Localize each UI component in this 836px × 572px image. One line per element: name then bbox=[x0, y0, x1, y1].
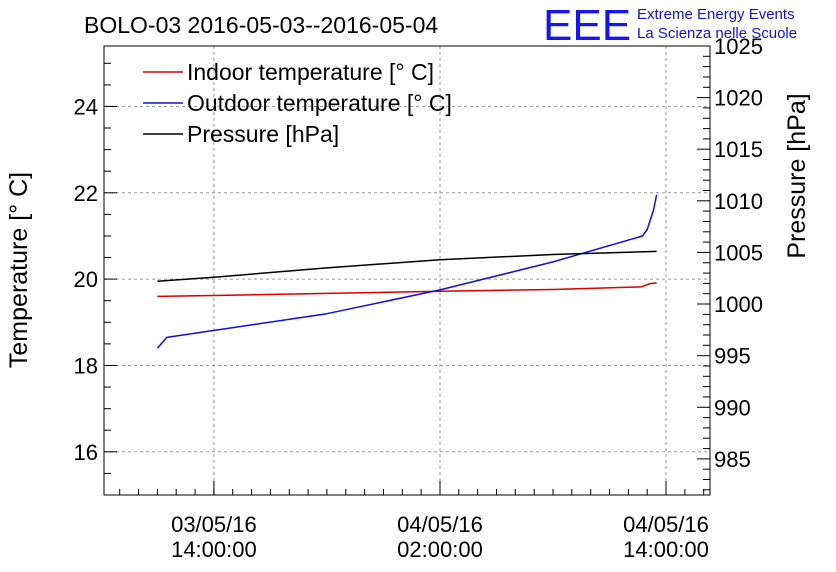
axes: 16 18 20 22 24 985 990 995 1000 1005 1010 1015 1020 1… bbox=[74, 34, 763, 562]
y-axis-left-title: Temperature [° C] bbox=[5, 172, 33, 368]
eee-logo: EEE Extreme Energy Events La Scienza nel… bbox=[543, 1, 797, 50]
y-left-tick-label: 24 bbox=[74, 94, 98, 119]
legend-label-indoor: Indoor temperature [° C] bbox=[187, 59, 434, 85]
y-right-tick-label: 1020 bbox=[714, 86, 763, 111]
grid bbox=[104, 46, 710, 495]
y-right-tick-label: 1005 bbox=[714, 240, 763, 265]
y-left-tick-label: 18 bbox=[74, 354, 98, 379]
y-right-tick-label: 1000 bbox=[714, 292, 763, 317]
y-right-tick-label: 985 bbox=[714, 447, 751, 472]
series-line-pressure bbox=[157, 250, 657, 283]
series-line-outdoor-temperature bbox=[156, 194, 658, 349]
y-right-tick-label: 990 bbox=[714, 395, 751, 420]
x-tick-label-date: 04/05/16 bbox=[397, 512, 483, 537]
y-right-tick-label: 995 bbox=[714, 344, 751, 369]
y-left-tick-label: 16 bbox=[74, 440, 98, 465]
y-right-tick-label: 1015 bbox=[714, 137, 763, 162]
legend: Indoor temperature [° C] Outdoor tempera… bbox=[143, 59, 452, 147]
y-right-tick-label: 1025 bbox=[714, 34, 763, 59]
x-tick-label-time: 14:00:00 bbox=[171, 537, 257, 562]
y-left-tick-label: 20 bbox=[74, 267, 98, 292]
series-lines bbox=[156, 194, 658, 349]
legend-label-outdoor: Outdoor temperature [° C] bbox=[187, 90, 452, 116]
logo-line-1: Extreme Energy Events bbox=[637, 6, 795, 23]
legend-label-pressure: Pressure [hPa] bbox=[187, 121, 339, 147]
x-tick-label-time: 02:00:00 bbox=[397, 537, 483, 562]
x-tick-label-date: 04/05/16 bbox=[623, 512, 709, 537]
logo-line-2: La Scienza nelle Scuole bbox=[637, 25, 797, 42]
y-left-tick-label: 22 bbox=[74, 181, 98, 206]
plot-frame bbox=[103, 45, 711, 496]
chart-title: BOLO-03 2016-05-03--2016-05-04 bbox=[84, 12, 438, 38]
series-line-indoor-temperature bbox=[157, 282, 657, 298]
y-axis-right-title: Pressure [hPa] bbox=[783, 93, 811, 258]
y-right-tick-label: 1010 bbox=[714, 189, 763, 214]
x-tick-label-date: 03/05/16 bbox=[171, 512, 257, 537]
logo-mark: EEE bbox=[543, 1, 631, 50]
x-tick-label-time: 14:00:00 bbox=[623, 537, 709, 562]
